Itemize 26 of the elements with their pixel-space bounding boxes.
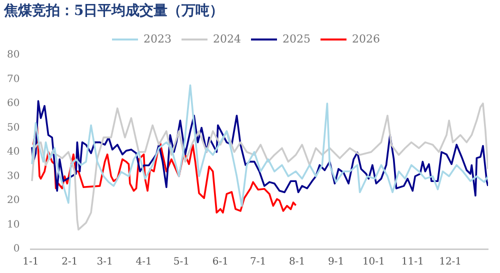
x-tick-label: 7-1	[250, 256, 266, 268]
legend-label: 2024	[213, 32, 242, 46]
y-tick-label: 60	[6, 98, 20, 110]
x-tick-label: 6-1	[212, 256, 228, 268]
x-tick-label: 5-1	[173, 256, 190, 268]
y-tick-label: 40	[6, 146, 20, 158]
x-tick-label: 2-1	[62, 256, 78, 268]
x-tick-label: 11-1	[401, 256, 424, 268]
y-tick-label: 30	[6, 170, 20, 182]
legend-label: 2026	[352, 32, 380, 46]
y-tick-label: 10	[6, 219, 20, 230]
x-tick-label: 4-1	[136, 256, 152, 268]
x-tick-label: 3-1	[96, 256, 113, 268]
x-tick-label: 10-1	[362, 256, 385, 268]
y-tick-label: 50	[6, 122, 20, 134]
x-tick-label: 9-1	[328, 256, 344, 268]
y-tick-label: 0	[13, 244, 20, 255]
x-tick-label: 1-1	[22, 256, 39, 268]
y-tick-label: 80	[6, 50, 20, 61]
x-tick-label: 12-1	[439, 256, 462, 268]
chart-title: 焦煤竞拍：5日平均成交量（万吨）	[4, 2, 224, 20]
legend-label: 2023	[144, 32, 172, 46]
legend-label: 2025	[282, 32, 310, 46]
y-tick-label: 20	[6, 195, 20, 206]
x-tick-label: 8-1	[288, 256, 306, 268]
y-tick-label: 70	[6, 74, 20, 85]
